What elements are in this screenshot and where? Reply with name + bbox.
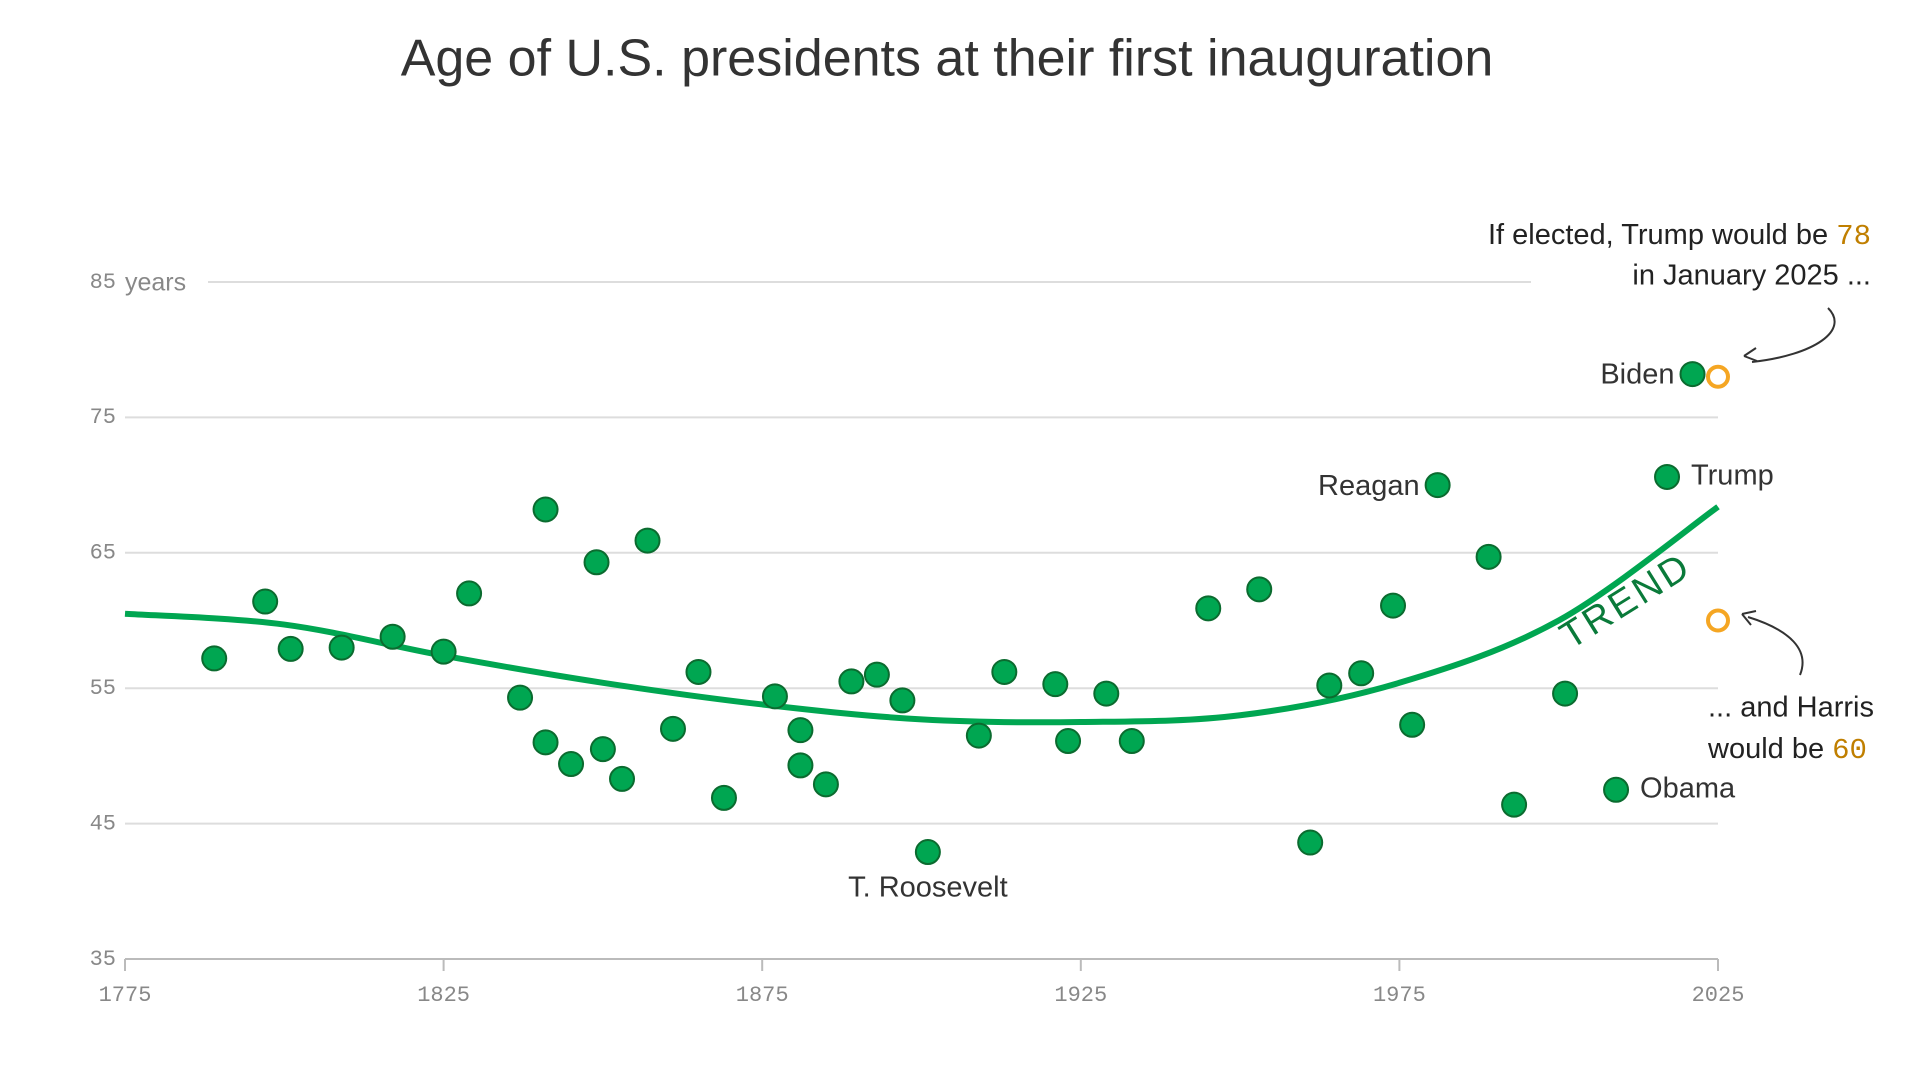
point xyxy=(609,765,636,792)
point xyxy=(634,527,661,554)
x-tick-label: 1775 xyxy=(99,983,152,1008)
arrow-head xyxy=(1741,610,1757,626)
point xyxy=(1118,728,1145,755)
point xyxy=(1475,543,1502,570)
point xyxy=(1246,576,1273,603)
y-tick-label: 35 xyxy=(90,947,116,972)
point xyxy=(1603,776,1630,803)
y-unit-label: years xyxy=(125,269,186,297)
point xyxy=(328,634,355,661)
annotation-number: 78 xyxy=(1836,220,1871,253)
annotation-text: would be xyxy=(1707,733,1824,765)
point xyxy=(379,623,406,650)
point xyxy=(863,661,890,688)
point xyxy=(1348,660,1375,687)
annotation: If elected, Trump would be 78 xyxy=(1488,219,1871,253)
point xyxy=(1380,592,1407,619)
point xyxy=(889,687,916,714)
point xyxy=(1316,672,1343,699)
point xyxy=(277,635,304,662)
point-label: T. Roosevelt xyxy=(848,872,1008,904)
point xyxy=(761,683,788,710)
x-tick-label: 1925 xyxy=(1054,983,1107,1008)
point xyxy=(787,717,814,744)
point xyxy=(965,722,992,749)
point xyxy=(589,736,616,763)
point xyxy=(812,771,839,798)
point xyxy=(1501,791,1528,818)
point xyxy=(991,658,1018,685)
trend-label: TREND xyxy=(1553,545,1699,658)
annotation-arrow xyxy=(1747,616,1804,676)
point xyxy=(252,588,279,615)
point xyxy=(685,658,712,685)
y-tick-label: 55 xyxy=(90,676,116,701)
annotation: would be 60 xyxy=(1707,733,1867,767)
point xyxy=(1195,595,1222,622)
x-tick-label: 2025 xyxy=(1692,983,1745,1008)
point xyxy=(456,580,483,607)
point xyxy=(430,638,457,665)
point xyxy=(914,839,941,866)
point xyxy=(1055,728,1082,755)
point xyxy=(659,715,686,742)
annotation-text: ... and Harris xyxy=(1708,692,1874,724)
y-tick-label: 65 xyxy=(90,541,116,566)
x-tick-label: 1825 xyxy=(417,983,470,1008)
annotation-text: If elected, Trump would be xyxy=(1488,219,1828,251)
point xyxy=(558,751,585,778)
point xyxy=(1654,463,1681,490)
annotation-arrow xyxy=(1751,307,1836,363)
y-tick-label: 45 xyxy=(90,811,116,836)
point xyxy=(532,496,559,523)
annotation-number: 60 xyxy=(1832,734,1867,767)
y-tick-label: 75 xyxy=(90,405,116,430)
point-label: Reagan xyxy=(1318,470,1420,502)
point xyxy=(201,645,228,672)
point xyxy=(532,729,559,756)
arrow-head xyxy=(1743,347,1758,362)
hypothetical-point xyxy=(1706,364,1730,389)
point xyxy=(1042,671,1069,698)
x-tick-label: 1875 xyxy=(736,983,789,1008)
point-label: Biden xyxy=(1600,359,1674,391)
point xyxy=(838,668,865,695)
point xyxy=(1552,680,1579,707)
point xyxy=(1093,680,1120,707)
point xyxy=(507,684,534,711)
point xyxy=(787,752,814,779)
y-tick-label: 85 xyxy=(90,270,116,295)
hypothetical-point xyxy=(1706,608,1730,633)
point xyxy=(710,784,737,811)
chart-title: Age of U.S. presidents at their first in… xyxy=(401,30,1494,88)
point-label: Obama xyxy=(1640,772,1736,804)
x-tick-label: 1975 xyxy=(1373,983,1426,1008)
trend-line xyxy=(124,504,1720,726)
annotation-text: in January 2025 ... xyxy=(1632,260,1871,292)
point xyxy=(1424,472,1451,499)
point xyxy=(583,549,610,576)
point xyxy=(1297,829,1324,856)
point-label: Trump xyxy=(1691,460,1774,492)
point xyxy=(1399,711,1426,738)
point xyxy=(1679,361,1706,388)
